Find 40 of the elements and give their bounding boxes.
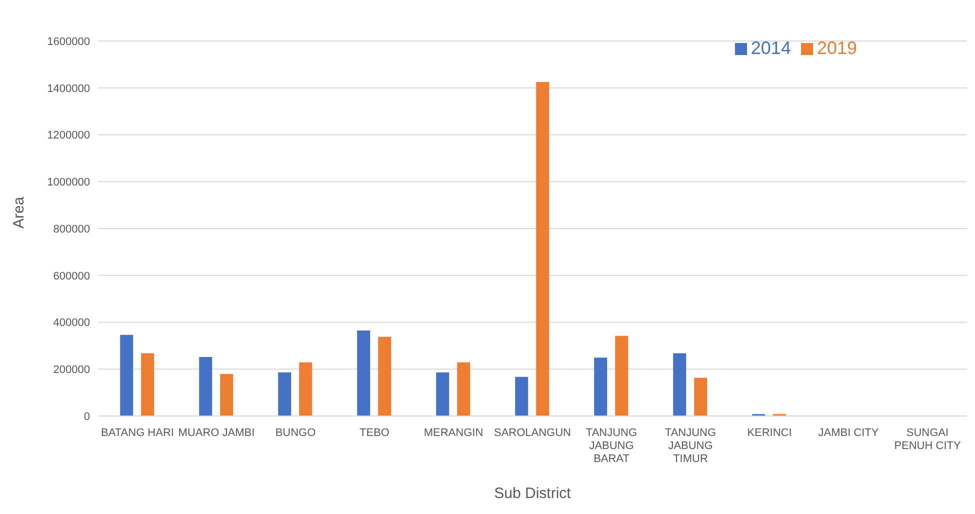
x-tick-label: TANJUNG JABUNG BARAT: [586, 427, 638, 465]
x-tick-label: BATANG HARI: [101, 427, 174, 439]
y-tick-label: 1600000: [47, 36, 90, 48]
x-tick-label: SUNGAI PENUH CITY: [894, 427, 962, 452]
y-tick-label: 0: [84, 410, 90, 423]
x-tick-label: JAMBI CITY: [818, 427, 880, 439]
bar: [515, 376, 528, 416]
y-tick-label: 1400000: [47, 82, 90, 95]
x-axis-title: Sub District: [494, 485, 572, 502]
bar: [594, 358, 608, 416]
y-tick-label: 1200000: [47, 130, 90, 142]
x-tick-label: TEBO: [360, 427, 390, 439]
legend-label: 2014: [750, 38, 791, 58]
x-tick-label: MERANGIN: [424, 427, 484, 439]
y-tick-label: 400000: [53, 317, 90, 330]
y-tick-label: 1000000: [47, 176, 90, 189]
y-tick-label: 200000: [53, 364, 90, 376]
x-tick-label: SAROLANGUN: [494, 427, 572, 439]
bar: [141, 353, 154, 416]
bar: [278, 372, 292, 416]
bar: [357, 330, 370, 416]
x-tick-label: KERINCI: [747, 427, 792, 439]
bar: [536, 82, 550, 416]
bar: [199, 356, 212, 416]
bar: [120, 334, 134, 416]
bar: [457, 362, 470, 416]
bar: [673, 353, 686, 416]
x-tick-label: BUNGO: [275, 427, 316, 439]
x-tick-label: MUARO JAMBI: [178, 427, 255, 439]
bar: [694, 378, 708, 416]
bar: [299, 362, 312, 416]
bar: [220, 374, 234, 416]
y-tick-label: 800000: [53, 223, 90, 236]
bar: [436, 372, 450, 416]
x-tick-label: TANJUNG JABUNG TIMUR: [664, 427, 716, 465]
y-tick-label: 600000: [53, 270, 90, 282]
legend-label: 2019: [816, 38, 857, 58]
y-axis-title: Area: [10, 196, 28, 228]
bar: [378, 336, 392, 416]
bar: [615, 336, 628, 416]
